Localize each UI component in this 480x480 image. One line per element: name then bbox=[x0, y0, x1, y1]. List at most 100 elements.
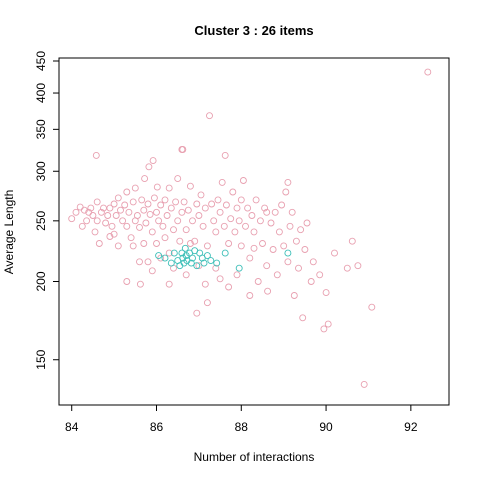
data-point-28 bbox=[123, 188, 131, 196]
x-tick-label-88: 88 bbox=[235, 420, 249, 434]
data-point-41 bbox=[142, 219, 150, 227]
data-point-7 bbox=[89, 212, 97, 219]
data-point-148 bbox=[360, 380, 368, 388]
y-tick-label-250: 250 bbox=[34, 210, 48, 230]
data-point-83 bbox=[201, 204, 209, 212]
data-point-111 bbox=[248, 212, 256, 219]
data-point-86 bbox=[206, 112, 213, 120]
data-point-143 bbox=[324, 320, 332, 328]
data-point-60 bbox=[165, 280, 173, 288]
data-point-11 bbox=[95, 240, 103, 247]
data-point-72 bbox=[182, 226, 190, 234]
data-point-4 bbox=[80, 206, 88, 214]
data-point-26 bbox=[121, 201, 129, 209]
data-point-33 bbox=[131, 184, 139, 192]
cluster-point-24 bbox=[235, 264, 243, 272]
data-point-133 bbox=[295, 264, 302, 272]
data-point-164 bbox=[129, 242, 137, 250]
data-point-101 bbox=[231, 228, 239, 236]
data-point-161 bbox=[284, 178, 292, 186]
x-axis: 84 86 88 90 92 bbox=[65, 405, 418, 434]
cluster-point-20 bbox=[203, 252, 211, 260]
data-point-152 bbox=[193, 309, 201, 317]
data-point-31 bbox=[129, 198, 137, 206]
data-point-159 bbox=[212, 264, 220, 272]
data-point-24 bbox=[117, 206, 124, 214]
data-point-125 bbox=[278, 201, 286, 209]
data-point-128 bbox=[284, 258, 292, 266]
y-tick-label-350: 350 bbox=[34, 119, 48, 139]
data-point-6 bbox=[87, 204, 95, 212]
data-point-17 bbox=[106, 204, 114, 212]
data-point-30 bbox=[127, 234, 135, 242]
data-point-75 bbox=[186, 182, 194, 190]
data-point-55 bbox=[159, 222, 167, 230]
data-point-15 bbox=[102, 219, 110, 227]
y-tick-label-450: 450 bbox=[34, 51, 48, 71]
data-point-9 bbox=[93, 198, 101, 206]
data-point-53 bbox=[157, 201, 165, 209]
cluster-point-1 bbox=[161, 254, 169, 262]
data-point-79 bbox=[195, 212, 203, 219]
x-tick-label-92: 92 bbox=[404, 420, 418, 434]
x-tick-label-86: 86 bbox=[150, 420, 164, 434]
data-point-131 bbox=[290, 292, 298, 299]
data-point-35 bbox=[136, 223, 143, 231]
data-point-104 bbox=[235, 217, 243, 225]
data-point-105 bbox=[237, 196, 245, 204]
data-point-135 bbox=[299, 314, 307, 322]
x-tick-label-84: 84 bbox=[65, 420, 79, 434]
data-point-61 bbox=[167, 204, 175, 212]
data-point-142 bbox=[322, 289, 330, 297]
cluster-point-3 bbox=[170, 249, 178, 257]
data-point-48 bbox=[150, 194, 158, 202]
cluster-point-0 bbox=[155, 252, 163, 260]
y-tick-label-150: 150 bbox=[34, 349, 48, 369]
data-point-136 bbox=[301, 246, 309, 253]
data-point-114 bbox=[254, 278, 262, 285]
data-point-156 bbox=[136, 258, 143, 266]
y-tick-label-300: 300 bbox=[34, 161, 48, 181]
data-point-42 bbox=[144, 200, 152, 208]
data-point-39 bbox=[140, 240, 148, 247]
data-point-10 bbox=[93, 217, 101, 225]
data-point-146 bbox=[348, 237, 356, 245]
data-point-123 bbox=[273, 271, 281, 279]
data-point-158 bbox=[148, 267, 156, 275]
data-point-108 bbox=[242, 222, 249, 230]
data-point-0 bbox=[68, 215, 76, 223]
data-point-129 bbox=[286, 222, 294, 230]
data-point-62 bbox=[170, 226, 177, 234]
data-point-37 bbox=[138, 196, 146, 204]
data-point-23 bbox=[114, 242, 122, 250]
data-point-8 bbox=[91, 228, 99, 236]
data-point-16 bbox=[104, 212, 112, 219]
data-point-130 bbox=[288, 208, 296, 216]
data-point-51 bbox=[153, 183, 161, 191]
data-point-127 bbox=[282, 188, 290, 196]
data-point-64 bbox=[172, 198, 180, 206]
data-point-49 bbox=[153, 208, 160, 216]
data-point-1 bbox=[72, 208, 80, 216]
plot-frame bbox=[58, 57, 450, 406]
data-point-139 bbox=[309, 258, 317, 266]
cluster-point-14 bbox=[189, 254, 196, 262]
data-point-70 bbox=[179, 146, 187, 153]
cluster-point-25 bbox=[284, 249, 292, 257]
data-point-106 bbox=[237, 242, 245, 250]
data-point-65 bbox=[174, 217, 182, 225]
data-point-102 bbox=[233, 204, 241, 212]
y-axis: 150 200 250 300 350 400 450 bbox=[34, 51, 59, 370]
y-tick-label-200: 200 bbox=[34, 271, 48, 291]
data-point-132 bbox=[292, 237, 300, 245]
data-point-134 bbox=[297, 226, 305, 234]
data-point-50 bbox=[153, 240, 160, 247]
data-point-19 bbox=[110, 200, 118, 208]
data-point-40 bbox=[141, 175, 149, 183]
data-point-90 bbox=[214, 196, 222, 204]
data-point-100 bbox=[229, 188, 237, 196]
cluster-point-23 bbox=[221, 249, 229, 257]
data-point-122 bbox=[271, 208, 279, 216]
data-point-52 bbox=[155, 217, 163, 225]
data-point-116 bbox=[259, 240, 266, 247]
